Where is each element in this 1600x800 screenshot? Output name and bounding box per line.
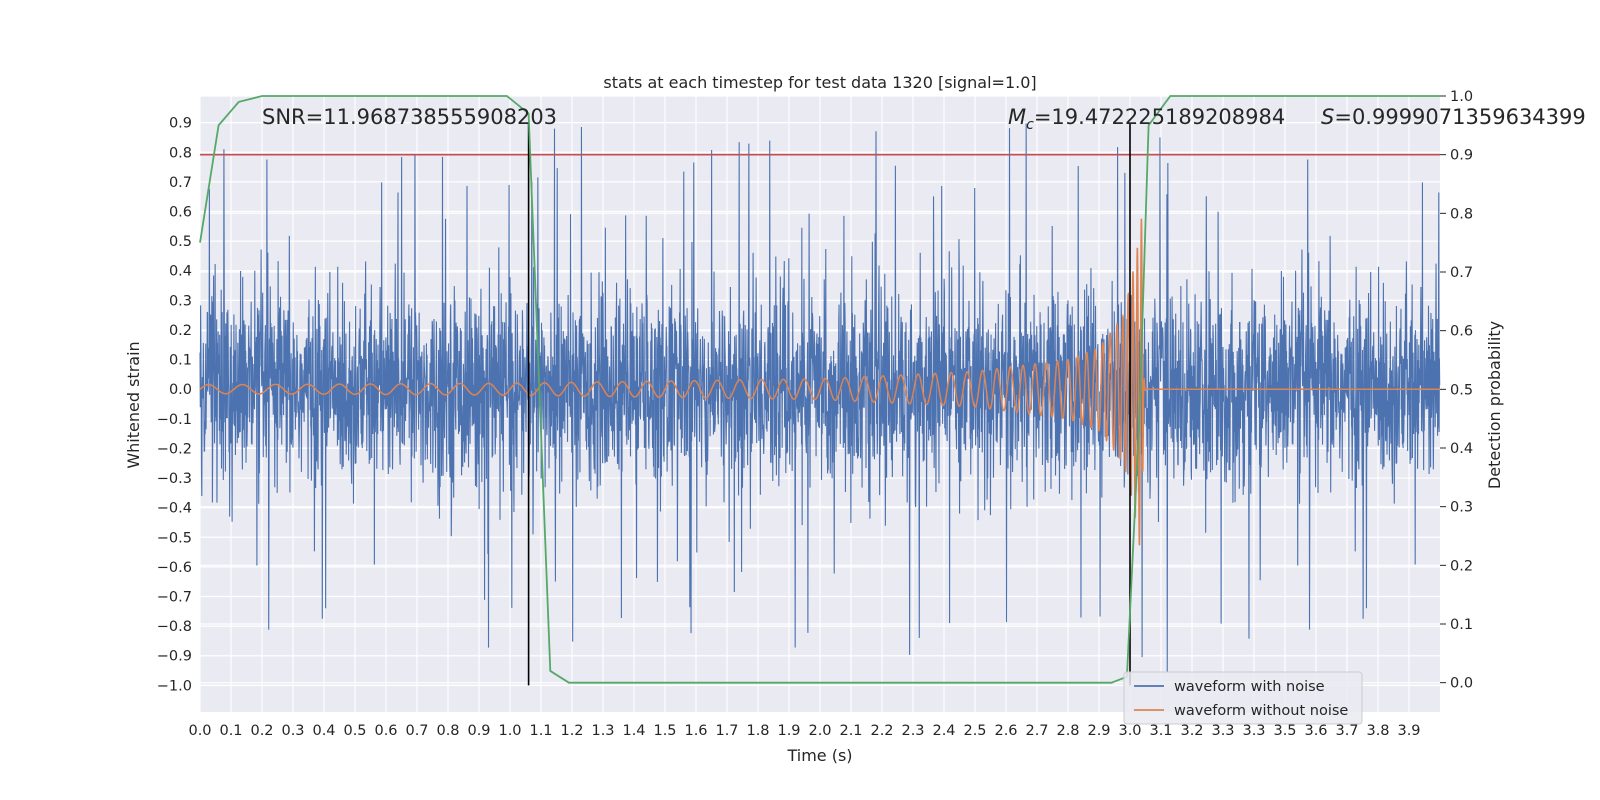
x-tick-label-37: 3.7: [1335, 723, 1358, 739]
x-tick-label-27: 2.7: [1025, 723, 1048, 739]
x-tick-label-4: 0.4: [312, 723, 335, 739]
x-tick-label-38: 3.8: [1366, 723, 1389, 739]
x-tick-label-24: 2.4: [932, 723, 955, 739]
x-tick-label-39: 3.9: [1397, 723, 1420, 739]
x-tick-label-16: 1.6: [684, 723, 707, 739]
mc-symbol: M: [1008, 105, 1026, 129]
x-tick-label-28: 2.8: [1056, 723, 1079, 739]
y-tick-label-15: 0.5: [169, 234, 192, 250]
snr-annotation: SNR=11.968738555908203: [262, 105, 557, 129]
x-tick-label-0: 0.0: [188, 723, 211, 739]
x-axis-label: Time (s): [786, 746, 852, 765]
s-annotation: S=0.9999071359634399: [1321, 105, 1586, 129]
y2-tick-label-4: 0.4: [1450, 441, 1473, 457]
series-waveform-with-noise: [199, 123, 1441, 673]
legend-label-no-noise: waveform without noise: [1174, 703, 1348, 719]
mc-value: =19.472225189208984: [1034, 105, 1285, 129]
y2-tick-label-6: 0.6: [1450, 324, 1473, 340]
y-axis-label: Whitened strain: [124, 341, 143, 468]
x-tick-label-3: 0.3: [281, 723, 304, 739]
x-tick-label-22: 2.2: [870, 723, 893, 739]
series-waveform-without-noise: [199, 218, 1440, 546]
y-tick-label-1: −0.9: [157, 649, 192, 665]
mc-annotation: Mc=19.472225189208984: [1008, 105, 1285, 133]
x-tick-label-2: 0.2: [250, 723, 273, 739]
x-tick-label-1: 0.1: [219, 723, 242, 739]
x-tick-label-17: 1.7: [715, 723, 738, 739]
x-tick-label-14: 1.4: [622, 723, 645, 739]
s-value: =0.9999071359634399: [1334, 105, 1585, 129]
x-tick-label-30: 3.0: [1118, 723, 1141, 739]
chart-title: stats at each timestep for test data 132…: [603, 73, 1036, 92]
y-tick-label-6: −0.4: [157, 501, 192, 517]
y-axis-ticks: −1.0 −0.9 −0.8 −0.7 −0.6 −0.5 −0.4 −0.3 −0.2 −0.1…: [157, 116, 192, 695]
y-tick-label-0: −1.0: [157, 678, 192, 694]
y2-tick-label-7: 0.7: [1450, 265, 1473, 281]
y-tick-label-17: 0.7: [169, 175, 192, 191]
x-tick-label-8: 0.8: [436, 723, 459, 739]
x-tick-label-35: 3.5: [1273, 723, 1296, 739]
y-tick-label-2: −0.8: [157, 619, 192, 635]
y-tick-label-18: 0.8: [169, 145, 192, 161]
x-tick-label-33: 3.3: [1211, 723, 1234, 739]
y2-tick-label-2: 0.2: [1450, 558, 1473, 574]
y2-tick-label-10: 1.0: [1450, 89, 1473, 105]
legend-box: [1123, 671, 1363, 725]
chirp-trace: [199, 218, 1440, 546]
x-tick-label-6: 0.6: [374, 723, 397, 739]
y-tick-label-12: 0.2: [169, 323, 192, 339]
y-tick-label-9: −0.1: [157, 412, 192, 428]
x-tick-label-5: 0.5: [343, 723, 366, 739]
x-tick-label-11: 1.1: [529, 723, 552, 739]
y-tick-label-8: −0.2: [157, 441, 192, 457]
x-tick-label-20: 2.0: [808, 723, 831, 739]
series-detection-probability: [199, 95, 1440, 684]
vertical-lines: [527, 122, 1131, 686]
y2-tick-label-8: 0.8: [1450, 206, 1473, 222]
x-tick-label-9: 0.9: [467, 723, 490, 739]
y-tick-label-3: −0.7: [157, 590, 192, 606]
x-tick-label-19: 1.9: [777, 723, 800, 739]
legend-label-noise: waveform with noise: [1174, 679, 1325, 695]
x-axis-ticks: 0.0 0.1 0.2 0.3 0.4 0.5 0.6 0.7 0.8 0.9 1.0 1.1 1.2 1…: [188, 723, 1420, 739]
y-tick-label-16: 0.6: [169, 205, 192, 221]
x-tick-label-21: 2.1: [839, 723, 862, 739]
y2-tick-label-3: 0.3: [1450, 500, 1473, 516]
noise-trace: [199, 123, 1441, 673]
y-tick-label-14: 0.4: [169, 264, 192, 280]
y-tick-label-4: −0.6: [157, 560, 192, 576]
y-tick-label-5: −0.5: [157, 530, 192, 546]
y2-tick-label-1: 0.1: [1450, 617, 1473, 633]
x-tick-label-23: 2.3: [901, 723, 924, 739]
y2-axis-ticks: 0.0 0.1 0.2 0.3 0.4 0.5 0.6 0.7 0.8 0.9 1.0: [1440, 89, 1473, 692]
x-tick-label-36: 3.6: [1304, 723, 1327, 739]
y2-tick-label-5: 0.5: [1450, 382, 1473, 398]
y-tick-label-7: −0.3: [157, 471, 192, 487]
y-tick-label-10: 0.0: [169, 382, 192, 398]
x-tick-label-29: 2.9: [1087, 723, 1110, 739]
legend: waveform with noise waveform without noi…: [1123, 671, 1363, 725]
y2-axis-label: Detection probability: [1485, 321, 1504, 489]
y-tick-label-19: 0.9: [169, 116, 192, 132]
x-tick-label-31: 3.1: [1149, 723, 1172, 739]
x-tick-label-7: 0.7: [405, 723, 428, 739]
y2-tick-label-0: 0.0: [1450, 676, 1473, 692]
x-tick-label-25: 2.5: [963, 723, 986, 739]
x-tick-label-12: 1.2: [560, 723, 583, 739]
x-tick-label-18: 1.8: [746, 723, 769, 739]
x-tick-label-26: 2.6: [994, 723, 1017, 739]
probability-trace: [199, 95, 1440, 684]
y-tick-label-11: 0.1: [169, 353, 192, 369]
y-tick-label-13: 0.3: [169, 293, 192, 309]
x-tick-label-10: 1.0: [498, 723, 521, 739]
x-tick-label-32: 3.2: [1180, 723, 1203, 739]
x-tick-label-34: 3.3: [1242, 723, 1265, 739]
y2-tick-label-9: 0.9: [1450, 148, 1473, 164]
s-symbol: S: [1321, 105, 1334, 129]
x-tick-label-13: 1.3: [591, 723, 614, 739]
x-tick-label-15: 1.5: [653, 723, 676, 739]
mc-subscript: c: [1026, 117, 1034, 133]
